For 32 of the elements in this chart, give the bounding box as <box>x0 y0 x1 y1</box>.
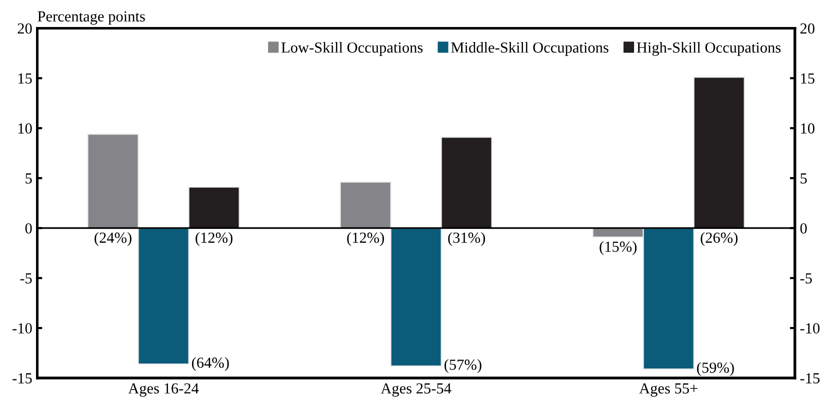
y-tick-label: -15 <box>12 373 32 384</box>
y2-tick-label: 0 <box>800 223 807 234</box>
y-tick-label: 0 <box>25 223 32 234</box>
y-tick-label: -5 <box>20 273 32 284</box>
y2-tick-label: 5 <box>800 173 807 184</box>
y2-tick-label: 10 <box>801 123 814 134</box>
annotation: (31%) <box>448 232 485 246</box>
annotation: (12%) <box>196 232 232 246</box>
annotation: (64%) <box>192 357 229 371</box>
legend-label: High-Skill Occupations <box>636 42 781 56</box>
y-tick-label: 15 <box>18 73 32 84</box>
legend-label: Middle-Skill Occupations <box>451 42 608 56</box>
annotation: (59%) <box>697 362 734 376</box>
annotation: (15%) <box>600 241 637 255</box>
x-tick-label: Ages 16-24 <box>128 383 199 397</box>
y-tick-label: 5 <box>26 173 32 184</box>
x-tick-label: Ages 25-54 <box>380 383 452 397</box>
x-tick-label: Ages 55+ <box>639 383 698 397</box>
annotation: (26%) <box>700 232 738 246</box>
y-tick-label: 20 <box>18 23 32 34</box>
y2-tick-label: -15 <box>800 373 820 384</box>
annotation: (12%) <box>347 232 384 246</box>
annotation: (57%) <box>444 359 482 373</box>
y2-tick-label: -10 <box>800 323 820 334</box>
annotation: (24%) <box>94 232 132 246</box>
y2-tick-label: -5 <box>800 273 812 284</box>
y2-tick-label: 20 <box>800 23 814 34</box>
y-tick-label: 10 <box>18 123 32 134</box>
y-axis-title: Percentage points <box>38 11 145 25</box>
legend-label: Low-Skill Occupations <box>281 42 423 56</box>
y2-tick-label: 15 <box>801 73 814 84</box>
y-tick-label: -10 <box>12 323 32 334</box>
